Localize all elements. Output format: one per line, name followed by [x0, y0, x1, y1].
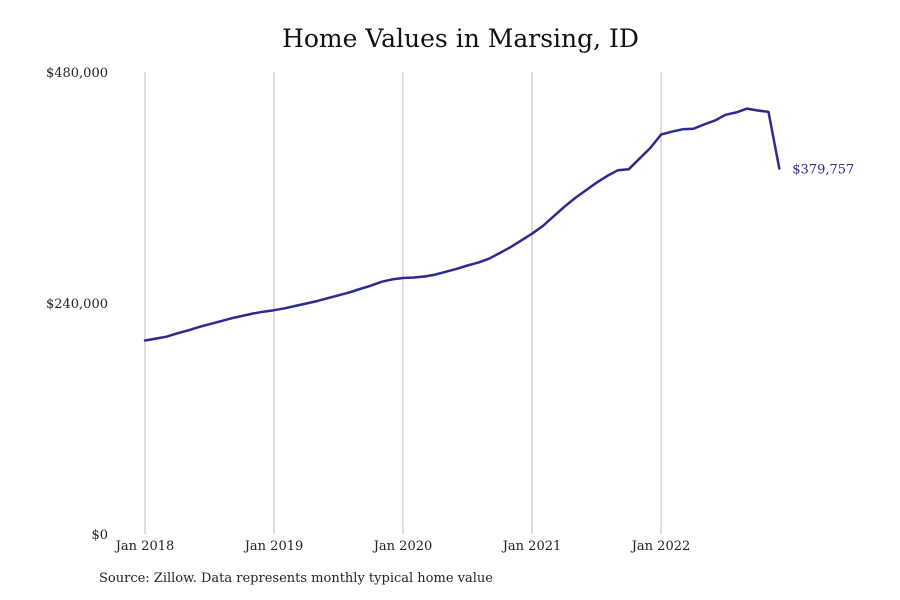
x-tick-label: Jan 2018 — [114, 539, 175, 554]
x-tick-label: Jan 2021 — [501, 539, 562, 554]
series-line — [143, 107, 781, 342]
x-tick-label: Jan 2019 — [243, 539, 304, 554]
source-note: Source: Zillow. Data represents monthly … — [99, 571, 493, 586]
y-tick-label: $480,000 — [46, 66, 108, 81]
end-value-label: $379,757 — [792, 162, 854, 177]
y-tick-label: $240,000 — [46, 297, 108, 312]
y-tick-label: $0 — [91, 528, 108, 543]
x-tick-label: Jan 2022 — [630, 539, 691, 554]
x-tick-label: Jan 2020 — [372, 539, 433, 554]
chart-title: Home Values in Marsing, ID — [282, 24, 639, 53]
